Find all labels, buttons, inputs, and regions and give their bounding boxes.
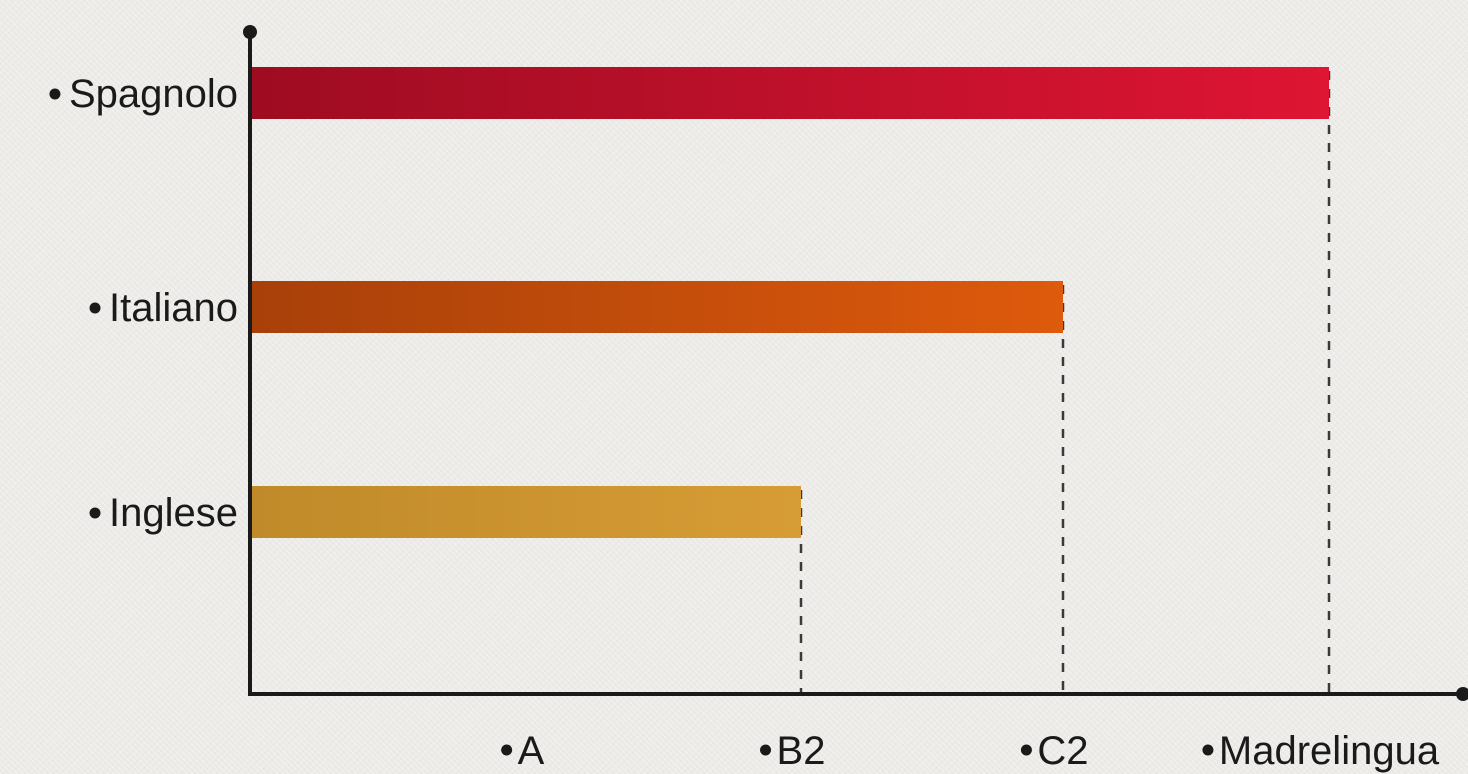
category-bullet-italiano: [89, 302, 101, 314]
x-tick-label-madrelingua: Madrelingua: [1219, 729, 1440, 773]
x-tick-bullet-a: [501, 744, 513, 756]
x-tick-label-a: A: [518, 729, 545, 773]
bar-italiano: [250, 281, 1063, 333]
x-tick-bullet-c2: [1020, 744, 1032, 756]
x-tick-label-b2: B2: [777, 729, 826, 773]
x-tick-bullet-madrelingua: [1202, 744, 1214, 756]
guide-lines: [799, 71, 1331, 694]
category-label-italiano: Italiano: [109, 286, 238, 330]
x-tick-labels: A B2 C2 Madrelingua: [501, 729, 1440, 773]
x-axis-end-dot: [1456, 687, 1468, 701]
x-tick-label-c2: C2: [1037, 729, 1088, 773]
category-label-inglese: Inglese: [109, 491, 238, 535]
bar-spagnolo: [250, 67, 1329, 119]
category-label-spagnolo: Spagnolo: [69, 72, 238, 116]
category-bullet-spagnolo: [49, 88, 61, 100]
y-axis-end-dot: [243, 25, 257, 39]
category-labels: Spagnolo Italiano Inglese: [49, 72, 238, 535]
bars: [250, 67, 1329, 538]
bar-inglese: [250, 486, 801, 538]
category-bullet-inglese: [89, 507, 101, 519]
x-tick-bullet-b2: [760, 744, 772, 756]
